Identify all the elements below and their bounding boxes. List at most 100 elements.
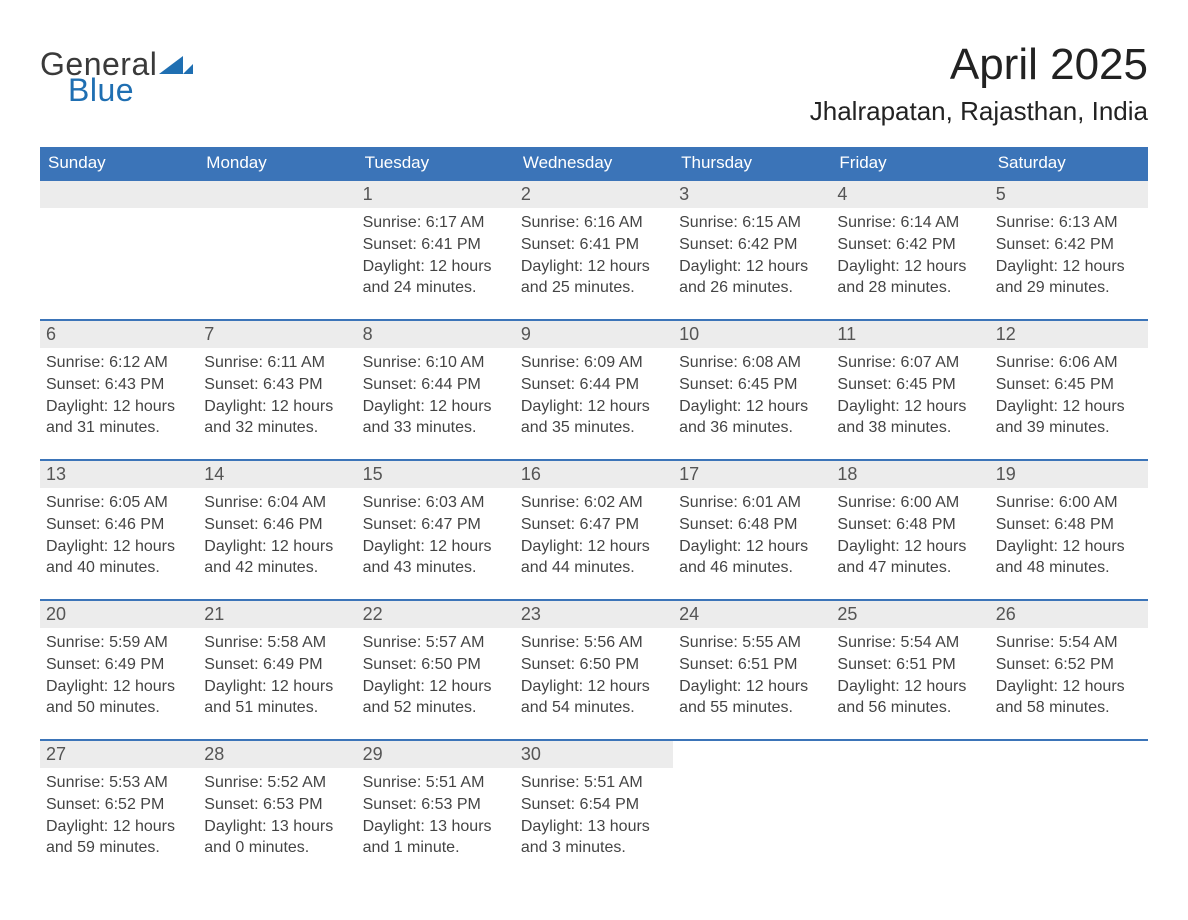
day-body: Sunrise: 6:03 AMSunset: 6:47 PMDaylight:… xyxy=(357,488,515,584)
day-body: Sunrise: 5:54 AMSunset: 6:51 PMDaylight:… xyxy=(831,628,989,724)
sunset-line: Sunset: 6:45 PM xyxy=(996,374,1142,396)
day-body: Sunrise: 5:56 AMSunset: 6:50 PMDaylight:… xyxy=(515,628,673,724)
day-number: 4 xyxy=(831,181,989,208)
daylight-line: Daylight: 12 hours and 26 minutes. xyxy=(679,256,825,299)
sunset-line: Sunset: 6:47 PM xyxy=(521,514,667,536)
weekday-header: Monday xyxy=(198,147,356,180)
daylight-line: Daylight: 12 hours and 50 minutes. xyxy=(46,676,192,719)
daylight-line: Daylight: 12 hours and 39 minutes. xyxy=(996,396,1142,439)
day-number: 28 xyxy=(198,741,356,768)
calendar-cell: 23Sunrise: 5:56 AMSunset: 6:50 PMDayligh… xyxy=(515,600,673,740)
month-title: April 2025 xyxy=(810,40,1148,90)
sunset-line: Sunset: 6:50 PM xyxy=(521,654,667,676)
sunset-line: Sunset: 6:43 PM xyxy=(204,374,350,396)
sunset-line: Sunset: 6:53 PM xyxy=(363,794,509,816)
day-body: Sunrise: 5:59 AMSunset: 6:49 PMDaylight:… xyxy=(40,628,198,724)
sunrise-line: Sunrise: 5:52 AM xyxy=(204,772,350,794)
weekday-header: Friday xyxy=(831,147,989,180)
daylight-line: Daylight: 12 hours and 31 minutes. xyxy=(46,396,192,439)
calendar-week: 6Sunrise: 6:12 AMSunset: 6:43 PMDaylight… xyxy=(40,320,1148,460)
calendar-cell: 12Sunrise: 6:06 AMSunset: 6:45 PMDayligh… xyxy=(990,320,1148,460)
sunrise-line: Sunrise: 6:02 AM xyxy=(521,492,667,514)
day-body xyxy=(198,208,356,218)
sunrise-line: Sunrise: 5:54 AM xyxy=(837,632,983,654)
sunset-line: Sunset: 6:49 PM xyxy=(204,654,350,676)
sunrise-line: Sunrise: 6:04 AM xyxy=(204,492,350,514)
sunrise-line: Sunrise: 6:14 AM xyxy=(837,212,983,234)
day-number: 11 xyxy=(831,321,989,348)
day-body: Sunrise: 6:10 AMSunset: 6:44 PMDaylight:… xyxy=(357,348,515,444)
calendar-cell: 27Sunrise: 5:53 AMSunset: 6:52 PMDayligh… xyxy=(40,740,198,880)
day-body: Sunrise: 5:53 AMSunset: 6:52 PMDaylight:… xyxy=(40,768,198,864)
daylight-line: Daylight: 12 hours and 47 minutes. xyxy=(837,536,983,579)
sunset-line: Sunset: 6:48 PM xyxy=(996,514,1142,536)
sunrise-line: Sunrise: 6:06 AM xyxy=(996,352,1142,374)
calendar-cell: 20Sunrise: 5:59 AMSunset: 6:49 PMDayligh… xyxy=(40,600,198,740)
day-number xyxy=(831,741,989,768)
sunrise-line: Sunrise: 6:09 AM xyxy=(521,352,667,374)
day-number: 3 xyxy=(673,181,831,208)
sunrise-line: Sunrise: 6:11 AM xyxy=(204,352,350,374)
sunrise-line: Sunrise: 5:59 AM xyxy=(46,632,192,654)
sunrise-line: Sunrise: 5:56 AM xyxy=(521,632,667,654)
sunset-line: Sunset: 6:48 PM xyxy=(837,514,983,536)
calendar-cell: 19Sunrise: 6:00 AMSunset: 6:48 PMDayligh… xyxy=(990,460,1148,600)
day-number xyxy=(990,741,1148,768)
brand-logo-text: General Blue xyxy=(40,48,193,106)
calendar-cell: 29Sunrise: 5:51 AMSunset: 6:53 PMDayligh… xyxy=(357,740,515,880)
day-number: 1 xyxy=(357,181,515,208)
calendar-cell: 26Sunrise: 5:54 AMSunset: 6:52 PMDayligh… xyxy=(990,600,1148,740)
day-number: 6 xyxy=(40,321,198,348)
day-number: 24 xyxy=(673,601,831,628)
day-body: Sunrise: 6:17 AMSunset: 6:41 PMDaylight:… xyxy=(357,208,515,304)
calendar-week: 1Sunrise: 6:17 AMSunset: 6:41 PMDaylight… xyxy=(40,180,1148,320)
title-block: April 2025 Jhalrapatan, Rajasthan, India xyxy=(810,20,1148,137)
day-body: Sunrise: 6:00 AMSunset: 6:48 PMDaylight:… xyxy=(990,488,1148,584)
day-number: 29 xyxy=(357,741,515,768)
day-body xyxy=(40,208,198,218)
sunrise-line: Sunrise: 6:05 AM xyxy=(46,492,192,514)
sunset-line: Sunset: 6:51 PM xyxy=(837,654,983,676)
day-body: Sunrise: 6:00 AMSunset: 6:48 PMDaylight:… xyxy=(831,488,989,584)
day-body: Sunrise: 6:14 AMSunset: 6:42 PMDaylight:… xyxy=(831,208,989,304)
day-body: Sunrise: 6:13 AMSunset: 6:42 PMDaylight:… xyxy=(990,208,1148,304)
weekday-header: Wednesday xyxy=(515,147,673,180)
brand-blue: Blue xyxy=(68,74,134,106)
day-body: Sunrise: 5:54 AMSunset: 6:52 PMDaylight:… xyxy=(990,628,1148,724)
calendar-cell: 16Sunrise: 6:02 AMSunset: 6:47 PMDayligh… xyxy=(515,460,673,600)
sunset-line: Sunset: 6:43 PM xyxy=(46,374,192,396)
calendar-cell: 13Sunrise: 6:05 AMSunset: 6:46 PMDayligh… xyxy=(40,460,198,600)
calendar-cell: 24Sunrise: 5:55 AMSunset: 6:51 PMDayligh… xyxy=(673,600,831,740)
calendar-cell: 4Sunrise: 6:14 AMSunset: 6:42 PMDaylight… xyxy=(831,180,989,320)
day-body: Sunrise: 6:06 AMSunset: 6:45 PMDaylight:… xyxy=(990,348,1148,444)
weekday-header: Sunday xyxy=(40,147,198,180)
calendar-week: 20Sunrise: 5:59 AMSunset: 6:49 PMDayligh… xyxy=(40,600,1148,740)
sunset-line: Sunset: 6:44 PM xyxy=(363,374,509,396)
sunset-line: Sunset: 6:42 PM xyxy=(996,234,1142,256)
calendar-cell: 11Sunrise: 6:07 AMSunset: 6:45 PMDayligh… xyxy=(831,320,989,460)
daylight-line: Daylight: 12 hours and 24 minutes. xyxy=(363,256,509,299)
calendar-table: SundayMondayTuesdayWednesdayThursdayFrid… xyxy=(40,147,1148,880)
calendar-cell: 10Sunrise: 6:08 AMSunset: 6:45 PMDayligh… xyxy=(673,320,831,460)
sunrise-line: Sunrise: 5:55 AM xyxy=(679,632,825,654)
calendar-week: 27Sunrise: 5:53 AMSunset: 6:52 PMDayligh… xyxy=(40,740,1148,880)
daylight-line: Daylight: 12 hours and 42 minutes. xyxy=(204,536,350,579)
sunrise-line: Sunrise: 6:15 AM xyxy=(679,212,825,234)
calendar-cell: 21Sunrise: 5:58 AMSunset: 6:49 PMDayligh… xyxy=(198,600,356,740)
calendar-cell: 15Sunrise: 6:03 AMSunset: 6:47 PMDayligh… xyxy=(357,460,515,600)
calendar-cell: 7Sunrise: 6:11 AMSunset: 6:43 PMDaylight… xyxy=(198,320,356,460)
day-body: Sunrise: 5:55 AMSunset: 6:51 PMDaylight:… xyxy=(673,628,831,724)
day-body: Sunrise: 5:51 AMSunset: 6:53 PMDaylight:… xyxy=(357,768,515,864)
day-number: 23 xyxy=(515,601,673,628)
day-body xyxy=(831,768,989,778)
day-body: Sunrise: 6:04 AMSunset: 6:46 PMDaylight:… xyxy=(198,488,356,584)
day-body: Sunrise: 6:12 AMSunset: 6:43 PMDaylight:… xyxy=(40,348,198,444)
calendar-cell: 6Sunrise: 6:12 AMSunset: 6:43 PMDaylight… xyxy=(40,320,198,460)
sunrise-line: Sunrise: 5:54 AM xyxy=(996,632,1142,654)
daylight-line: Daylight: 12 hours and 55 minutes. xyxy=(679,676,825,719)
day-number: 14 xyxy=(198,461,356,488)
day-number: 8 xyxy=(357,321,515,348)
daylight-line: Daylight: 12 hours and 48 minutes. xyxy=(996,536,1142,579)
daylight-line: Daylight: 13 hours and 1 minute. xyxy=(363,816,509,859)
day-body xyxy=(673,768,831,778)
